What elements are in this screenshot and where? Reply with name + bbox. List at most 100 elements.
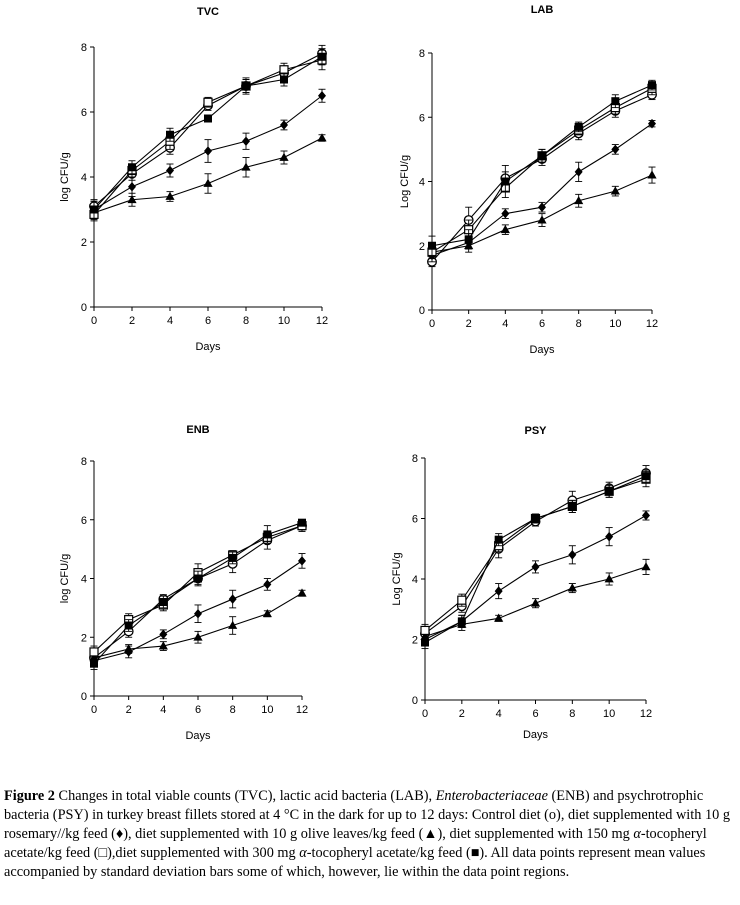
- data-point-square: [280, 75, 288, 84]
- data-point-square: [501, 177, 510, 186]
- chart-title: TVC: [197, 6, 219, 18]
- data-point-triangle: [537, 215, 547, 224]
- data-point-square: [421, 638, 429, 647]
- y-tick-label: 0: [419, 305, 425, 317]
- data-point-diamond: [228, 594, 237, 604]
- y-tick-label: 4: [81, 574, 87, 586]
- data-point-diamond: [568, 550, 577, 560]
- series-circle-open: [420, 465, 651, 640]
- data-point-diamond: [166, 165, 174, 176]
- data-point-triangle: [297, 588, 307, 597]
- data-point-diamond: [159, 629, 168, 640]
- x-tick-label: 6: [195, 704, 201, 716]
- x-tick-label: 6: [539, 318, 545, 330]
- y-tick-label: 4: [81, 172, 87, 184]
- chart-lab: LAB 0 2 4 6 8 0 2 4 6 8 10 12 Days Log CFU/g: [399, 4, 658, 356]
- data-point-triangle: [530, 598, 541, 607]
- figure-caption: Figure 2 Changes in total viable counts …: [4, 787, 734, 882]
- y-tick-label: 4: [419, 177, 425, 189]
- data-point-triangle: [158, 641, 168, 650]
- data-point-square: [124, 621, 133, 630]
- data-point-diamond: [280, 120, 288, 130]
- x-tick-label: 10: [603, 708, 615, 720]
- chart-psy: PSY 0 2 4 6 8 0 2 4 6 8 10 12 Days Log CFU/g: [391, 425, 652, 741]
- data-point-diamond: [538, 202, 546, 212]
- x-tick-label: 0: [91, 315, 97, 327]
- data-point-square: [494, 535, 503, 544]
- data-point-triangle: [262, 608, 272, 618]
- data-point-diamond: [194, 608, 202, 619]
- x-tick-label: 10: [609, 318, 621, 330]
- data-point-diamond: [298, 556, 306, 566]
- x-tick-label: 6: [205, 315, 211, 327]
- data-point-triangle: [193, 632, 203, 641]
- x-tick-label: 12: [296, 704, 308, 716]
- data-point-triangle: [604, 574, 614, 583]
- data-point-square: [159, 598, 168, 606]
- chart-title: ENB: [186, 424, 209, 436]
- series-square: [421, 469, 650, 650]
- y-tick-label: 0: [81, 691, 87, 703]
- x-tick-label: 4: [496, 708, 502, 720]
- y-tick-label: 6: [419, 112, 425, 124]
- data-point-diamond: [494, 586, 503, 596]
- y-tick-label: 6: [412, 514, 418, 526]
- data-point-square-open: [203, 97, 213, 107]
- caption-italic-1: Enterobacteriaceae: [435, 788, 548, 804]
- data-point-diamond: [128, 181, 136, 192]
- caption-text-4: -tocopheryl acetate/kg feed (■). All dat…: [4, 845, 706, 880]
- series-triangle: [427, 166, 657, 260]
- series-square: [90, 48, 326, 220]
- x-axis-label: Days: [523, 729, 549, 741]
- data-point-triangle: [124, 644, 134, 653]
- y-tick-label: 0: [81, 302, 87, 314]
- data-point-square: [574, 122, 583, 131]
- series-triangle: [89, 133, 327, 220]
- data-point-diamond: [648, 118, 656, 129]
- y-tick-label: 6: [81, 107, 87, 119]
- data-point-triangle: [165, 191, 175, 200]
- y-axis-label: Log CFU/g: [399, 155, 411, 208]
- data-point-diamond: [611, 144, 620, 155]
- y-tick-label: 6: [81, 515, 87, 527]
- data-point-triangle: [610, 186, 620, 195]
- data-point-square: [568, 502, 577, 511]
- x-tick-label: 8: [569, 708, 575, 720]
- data-point-square: [242, 82, 250, 90]
- data-point-square: [90, 659, 98, 668]
- y-tick-label: 0: [412, 695, 418, 707]
- chart-title: PSY: [524, 425, 547, 437]
- data-point-diamond: [574, 167, 583, 177]
- data-point-square: [642, 472, 650, 481]
- x-tick-label: 8: [243, 315, 249, 327]
- data-point-diamond: [605, 531, 614, 542]
- y-axis-label: log CFU/g: [59, 554, 71, 604]
- x-tick-label: 8: [576, 318, 582, 330]
- caption-italic-3: α: [299, 845, 307, 861]
- caption-label: Figure 2: [4, 788, 55, 804]
- data-point-triangle: [574, 195, 584, 205]
- data-point-square: [204, 114, 212, 123]
- data-point-triangle: [127, 194, 137, 204]
- y-tick-label: 8: [412, 453, 418, 465]
- y-tick-label: 2: [81, 237, 87, 249]
- data-point-diamond: [263, 579, 272, 590]
- caption-text-3: -tocopheryl acetate/kg feed (□),diet sup…: [4, 826, 707, 861]
- x-tick-label: 0: [429, 318, 435, 330]
- data-point-triangle: [567, 583, 577, 592]
- series-square: [428, 79, 656, 256]
- x-tick-label: 6: [532, 708, 538, 720]
- x-tick-label: 10: [278, 315, 290, 327]
- data-point-diamond: [242, 136, 250, 147]
- caption-italic-2: α: [633, 826, 641, 842]
- y-axis-label: log CFU/g: [59, 152, 71, 202]
- x-tick-label: 2: [466, 318, 472, 330]
- x-axis-label: Days: [185, 730, 211, 742]
- data-point-diamond: [531, 562, 540, 572]
- y-tick-label: 4: [412, 574, 418, 586]
- data-point-diamond: [642, 510, 650, 521]
- data-point-triangle: [494, 613, 504, 622]
- data-point-square: [263, 530, 272, 539]
- data-point-diamond: [501, 208, 510, 219]
- x-tick-label: 12: [316, 315, 328, 327]
